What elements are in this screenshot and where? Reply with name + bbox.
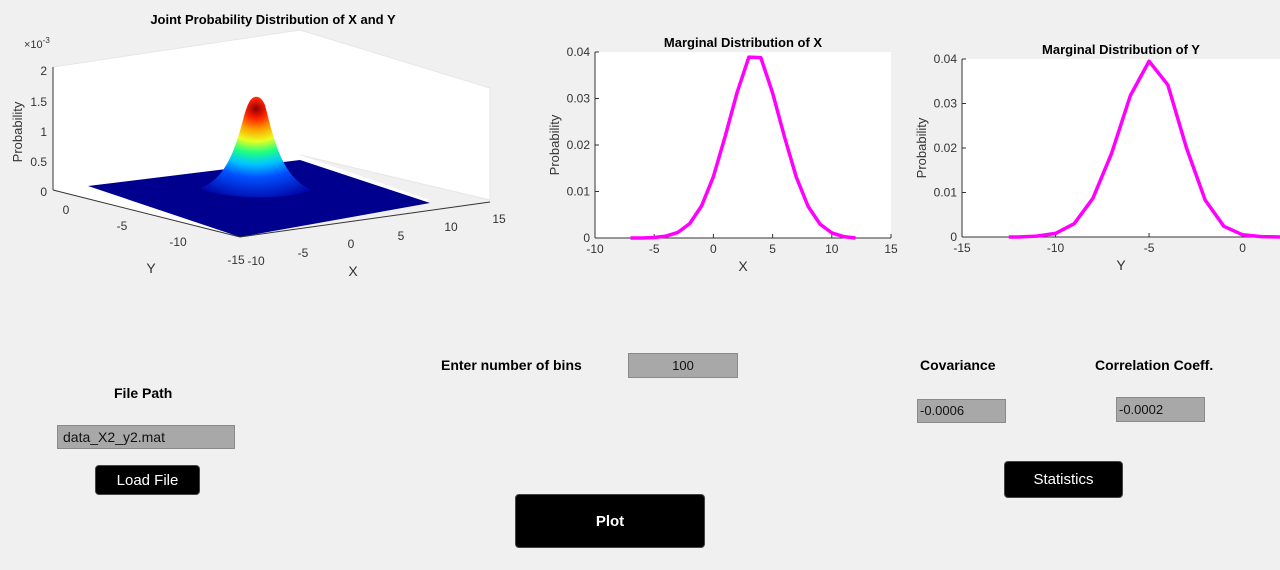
y-tick-label: 0.04 bbox=[567, 45, 591, 59]
x-tick: -5 bbox=[298, 246, 309, 260]
correlation-label: Correlation Coeff. bbox=[1095, 357, 1214, 373]
load-file-button[interactable]: Load File bbox=[95, 465, 200, 495]
y-tick: -5 bbox=[117, 219, 128, 233]
x-axis-label: Y bbox=[1116, 257, 1126, 273]
file-path-label: File Path bbox=[114, 385, 173, 401]
x-ticks-3d: -10 -5 0 5 10 15 bbox=[247, 212, 506, 268]
x-tick: 0 bbox=[348, 237, 355, 251]
plot-area bbox=[595, 52, 891, 238]
y-tick: -15 bbox=[227, 253, 245, 267]
marginal-x-chart: -10 -5 0 5 10 15 0 0.01 0.02 0.03 0.04 Marginal Dis… bbox=[547, 35, 898, 274]
x-tick-label: 0 bbox=[710, 242, 717, 256]
y-tick-label: 0.03 bbox=[934, 97, 958, 111]
z-tick: 1.5 bbox=[30, 95, 47, 109]
y-tick-label: 0.02 bbox=[567, 138, 591, 152]
statistics-button[interactable]: Statistics bbox=[1004, 461, 1123, 498]
x-tick-label: 10 bbox=[825, 242, 839, 256]
y-tick-label: 0 bbox=[583, 231, 590, 245]
x-tick-label: -5 bbox=[649, 242, 660, 256]
covariance-output: -0.0006 bbox=[917, 399, 1006, 423]
y-tick: 0 bbox=[63, 203, 70, 217]
joint-plot-title: Joint Probability Distribution of X and … bbox=[150, 12, 396, 27]
x-tick-label: -10 bbox=[1047, 241, 1065, 255]
x-tick-label: 0 bbox=[1239, 241, 1246, 255]
plot-button[interactable]: Plot bbox=[515, 494, 705, 548]
y-tick-label: 0.03 bbox=[567, 92, 591, 106]
z-tick: 0.5 bbox=[30, 155, 47, 169]
z-axis-label: Probability bbox=[10, 101, 25, 162]
y-tick-label: 0 bbox=[950, 230, 957, 244]
bins-label: Enter number of bins bbox=[441, 357, 582, 373]
y-axis-label: Probability bbox=[914, 117, 929, 178]
joint-surface-peak bbox=[200, 96, 312, 198]
x-tick: -10 bbox=[247, 254, 265, 268]
y-tick: -10 bbox=[169, 235, 187, 249]
x-tick-label: -15 bbox=[953, 241, 971, 255]
bins-input[interactable]: 100 bbox=[628, 353, 738, 378]
y-tick-label: 0.01 bbox=[934, 186, 958, 200]
y-tick-label: 0.04 bbox=[934, 52, 958, 66]
x-tick: 10 bbox=[444, 220, 458, 234]
exponent-label: ×10-3 bbox=[24, 36, 50, 51]
chart-title: Marginal Distribution of Y bbox=[1042, 42, 1200, 57]
series-line bbox=[1008, 59, 1280, 239]
z-ticks: 2 1.5 1 0.5 0 bbox=[30, 64, 47, 199]
x-tick-label: 15 bbox=[884, 242, 898, 256]
y-axis-label: Y bbox=[146, 260, 156, 276]
covariance-label: Covariance bbox=[920, 357, 996, 373]
plot-area bbox=[962, 59, 1280, 237]
chart-title: Marginal Distribution of X bbox=[664, 35, 822, 50]
y-ticks-3d: 0 -5 -10 -15 bbox=[63, 203, 245, 267]
x-axis-label: X bbox=[348, 263, 358, 279]
joint-surface-floor bbox=[88, 160, 430, 237]
x-tick-label: -10 bbox=[586, 242, 604, 256]
y-axis-label: Probability bbox=[547, 114, 562, 175]
x-tick-label: 5 bbox=[769, 242, 776, 256]
file-path-input[interactable]: data_X2_y2.mat bbox=[57, 425, 235, 449]
series-line bbox=[630, 55, 856, 240]
marginal-y-chart: -15 -10 -5 0 0 0.01 0.02 0.03 0.04 Marginal Distr… bbox=[914, 42, 1280, 273]
y-tick-label: 0.01 bbox=[567, 185, 591, 199]
x-axis-label: X bbox=[738, 258, 748, 274]
z-tick: 2 bbox=[40, 64, 47, 78]
z-tick: 0 bbox=[40, 185, 47, 199]
x-tick-label: -5 bbox=[1144, 241, 1155, 255]
x-tick: 15 bbox=[492, 212, 506, 226]
z-tick: 1 bbox=[40, 125, 47, 139]
x-tick: 5 bbox=[398, 229, 405, 243]
correlation-output: -0.0002 bbox=[1116, 397, 1205, 422]
joint-distribution-plot: 2 1.5 1 0.5 0 0 -5 -10 -15 -10 -5 0 5 10… bbox=[10, 12, 506, 279]
y-tick-label: 0.02 bbox=[934, 141, 958, 155]
